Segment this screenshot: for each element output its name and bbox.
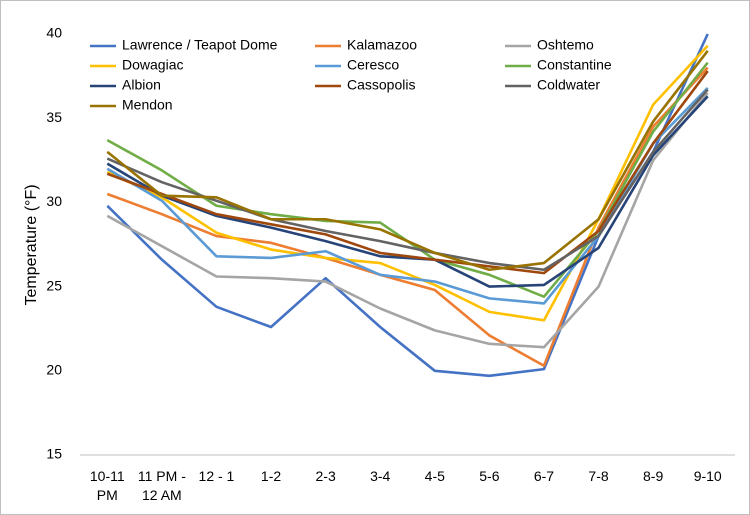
legend-label: Coldwater [537, 77, 600, 93]
legend-label: Ceresco [347, 57, 399, 73]
y-tick-label: 40 [46, 25, 62, 41]
y-tick-label: 20 [46, 362, 62, 378]
series-line [106, 92, 709, 349]
legend-label: Lawrence / Teapot Dome [122, 37, 278, 53]
legend-label: Oshtemo [537, 37, 594, 53]
series-line [106, 50, 709, 272]
x-tick-label: 7-8 [588, 468, 609, 484]
y-tick-label: 25 [46, 277, 62, 293]
series-line [106, 44, 709, 322]
x-tick-label: 5-6 [479, 468, 500, 484]
x-tick-label: 2-3 [315, 468, 336, 484]
y-tick-label: 30 [46, 193, 62, 209]
series-line [106, 70, 709, 275]
y-axis-title: Temperature (°F) [23, 184, 40, 305]
x-tick-label: 10-11 PM [89, 468, 125, 503]
x-tick-label: 3-4 [370, 468, 391, 484]
x-tick-label: 6-7 [533, 468, 555, 484]
legend-label: Cassopolis [347, 77, 415, 93]
legend-label: Kalamazoo [347, 37, 417, 53]
x-tick-label: 8-9 [643, 468, 664, 484]
x-tick-label: 11 PM - 12 AM [137, 468, 186, 503]
x-tick-label: 9-10 [693, 468, 722, 484]
y-tick-label: 15 [46, 446, 62, 462]
y-tick-label: 35 [46, 109, 62, 125]
x-tick-label: 1-2 [260, 468, 282, 484]
series-line [106, 95, 709, 288]
legend-label: Constantine [537, 57, 612, 73]
legend-label: Mendon [122, 97, 173, 113]
series-line [106, 66, 709, 368]
x-tick-label: 12 - 1 [198, 468, 235, 484]
legend-label: Dowagiac [122, 57, 183, 73]
x-tick-label: 4-5 [424, 468, 445, 484]
legend-label: Albion [122, 77, 161, 93]
